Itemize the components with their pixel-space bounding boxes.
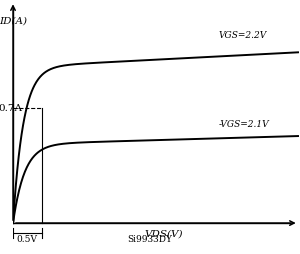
Text: ID(A): ID(A) [0, 17, 27, 26]
Text: 0.5V: 0.5V [17, 234, 38, 244]
Text: VDS(V): VDS(V) [144, 230, 183, 239]
Text: VGS=2.2V: VGS=2.2V [219, 31, 267, 40]
Text: -VGS=2.1V: -VGS=2.1V [219, 120, 269, 129]
Text: 0.7A: 0.7A [0, 104, 23, 113]
Text: Si9933DY: Si9933DY [127, 234, 172, 244]
